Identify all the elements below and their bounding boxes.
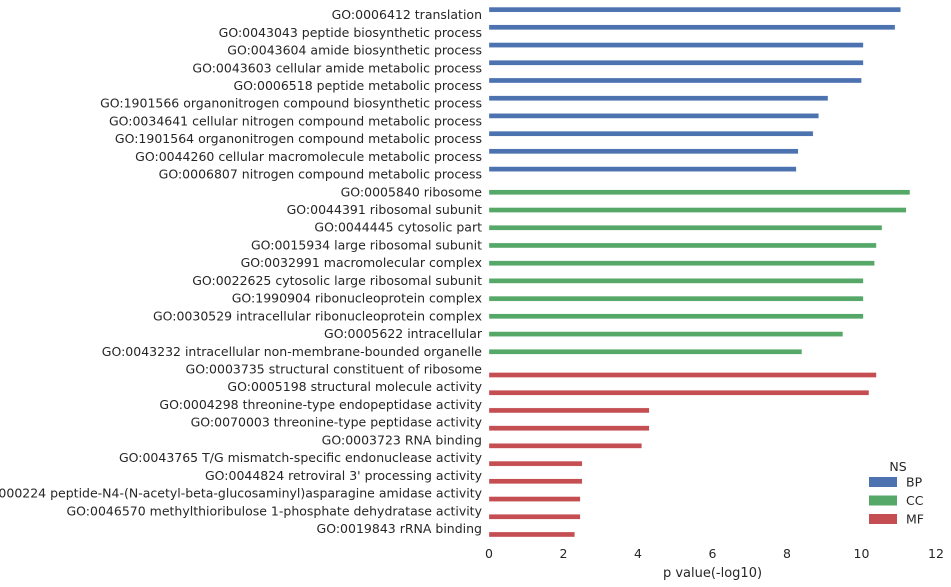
category-label: GO:0044260 cellular macromolecule metabo…: [135, 149, 482, 164]
bar-bp-9: [488, 166, 797, 172]
category-label: GO:0046570 methylthioribulose 1-phosphat…: [67, 503, 483, 518]
bar-mf-22: [488, 407, 650, 414]
legend-label-mf: MF: [906, 512, 924, 527]
bar-cc-17: [488, 313, 864, 319]
bar-cc-13: [488, 242, 877, 249]
category-label: GO:0006518 peptide metabolic process: [233, 78, 482, 93]
category-label: GO:0044391 ribosomal subunit: [287, 202, 482, 217]
category-label: GO:0003723 RNA binding: [322, 432, 482, 447]
legend-title: NS: [889, 459, 906, 474]
category-label: GO:0006807 nitrogen compound metabolic p…: [159, 167, 482, 182]
category-label: GO:0030529 intracellular ribonucleoprote…: [153, 308, 482, 323]
category-label: GO:0000224 peptide-N4-(N-acetyl-beta-glu…: [0, 486, 483, 501]
legend: NS BP CC MF: [869, 459, 924, 527]
bar-mf-21: [488, 390, 870, 396]
category-labels: GO:0006412 translation GO:0043043 peptide…: [0, 7, 483, 536]
x-tick-label: 4: [634, 546, 642, 561]
category-label: GO:0005198 structural molecule activity: [227, 379, 482, 394]
category-label: GO:0003735 structural constituent of rib…: [186, 362, 483, 377]
bar-cc-10: [488, 189, 911, 195]
bar-bp-4: [488, 77, 862, 84]
x-tick-label: 2: [560, 546, 568, 561]
category-label: GO:1901566 organonitrogen compound biosy…: [100, 96, 482, 111]
x-axis-title: p value(-log10): [663, 566, 762, 581]
bars-group: [488, 6, 911, 538]
bar-cc-15: [488, 278, 864, 284]
category-label: GO:0070003 threonine-type peptidase acti…: [191, 415, 483, 430]
bar-mf-27: [488, 496, 581, 502]
x-tick-label: 6: [709, 546, 717, 561]
category-label: GO:0005622 intracellular: [324, 326, 483, 341]
bar-mf-29: [488, 531, 575, 538]
bar-cc-18: [488, 331, 844, 337]
category-label: GO:0034641 cellular nitrogen compound me…: [109, 113, 482, 128]
category-label: GO:0043603 cellular amide metabolic proc…: [192, 60, 482, 75]
category-label: GO:0022625 cytosolic large ribosomal sub…: [192, 273, 482, 288]
x-tick-label: 8: [783, 546, 791, 561]
category-label: GO:0004298 threonine-type endopeptidase …: [159, 397, 482, 412]
legend-label-cc: CC: [906, 493, 924, 508]
legend-swatch-bp: [869, 477, 897, 487]
category-label: GO:1901564 organonitrogen compound metab…: [115, 131, 482, 146]
category-label: GO:0015934 large ribosomal subunit: [251, 237, 482, 252]
bar-bp-5: [488, 95, 829, 101]
x-tick-label: 12: [928, 546, 944, 561]
bar-bp-1: [488, 24, 896, 30]
category-label: GO:0006412 translation: [332, 7, 482, 22]
category-label: GO:0032991 macromolecular complex: [241, 255, 482, 270]
category-label: GO:0044824 retroviral 3' processing acti…: [205, 468, 483, 483]
bar-mf-26: [488, 478, 583, 484]
category-label: GO:0019843 rRNA binding: [317, 521, 482, 536]
bar-bp-8: [488, 148, 799, 155]
bar-mf-25: [488, 460, 583, 467]
bar-bp-6: [488, 113, 819, 119]
category-label: GO:0044445 cytosolic part: [314, 220, 482, 235]
bar-mf-24: [488, 443, 642, 449]
bar-cc-11: [488, 207, 907, 213]
category-label: GO:0043043 peptide biosynthetic process: [219, 25, 482, 40]
bar-cc-14: [488, 260, 875, 266]
x-axis-ticks: 0 2 4 6 8 10 12: [485, 546, 944, 561]
category-label: GO:0005840 ribosome: [341, 184, 483, 199]
bar-cc-19: [488, 349, 803, 355]
bar-bp-7: [488, 130, 814, 137]
bar-bp-3: [488, 60, 864, 66]
category-label: GO:0043765 T/G mismatch-specific endonuc…: [119, 450, 483, 465]
category-label: GO:1990904 ribonucleoprotein complex: [232, 291, 482, 306]
x-tick-label: 0: [485, 546, 493, 561]
legend-label-bp: BP: [906, 475, 923, 490]
bar-mf-20: [488, 372, 877, 378]
bar-bp-2: [488, 42, 864, 48]
bar-bp-0: [488, 6, 901, 13]
category-label: GO:0043604 amide biosynthetic process: [227, 43, 482, 58]
bar-mf-28: [488, 514, 581, 520]
category-label: GO:0043232 intracellular non-membrane-bo…: [102, 344, 483, 359]
bar-cc-16: [488, 295, 864, 302]
bar-cc-12: [488, 225, 883, 231]
x-tick-label: 10: [854, 546, 870, 561]
bar-mf-23: [488, 425, 650, 431]
legend-swatch-cc: [869, 495, 897, 506]
legend-swatch-mf: [869, 514, 897, 524]
